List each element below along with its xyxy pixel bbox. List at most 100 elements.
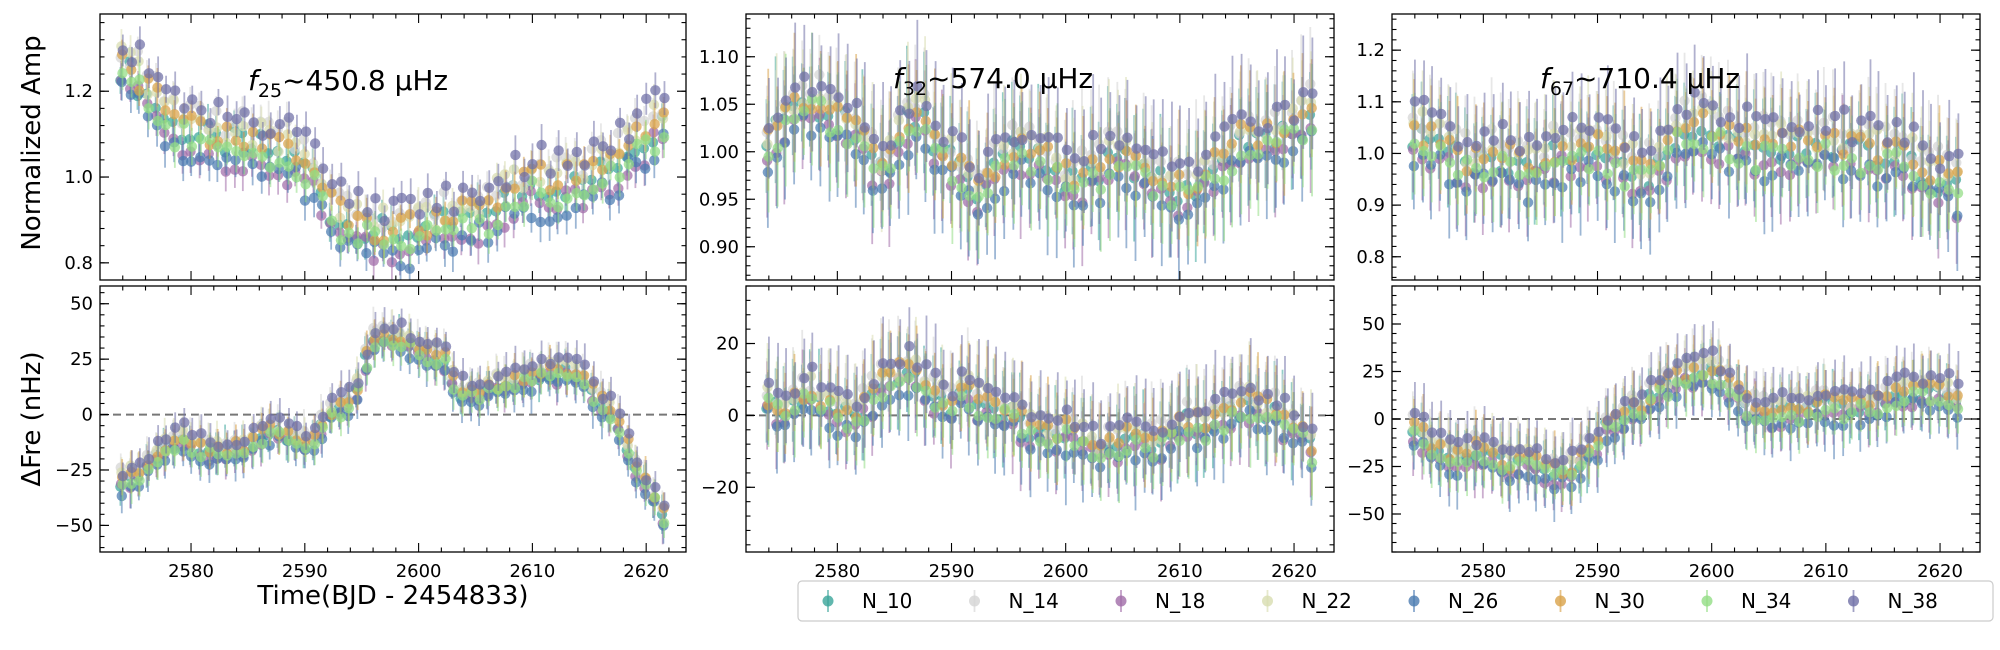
data-point xyxy=(466,380,478,392)
data-point xyxy=(631,108,643,119)
data-point xyxy=(160,119,171,131)
data-point xyxy=(553,145,564,156)
data-point xyxy=(1602,168,1613,179)
series-N_34 xyxy=(117,321,670,538)
data-point xyxy=(597,141,609,152)
data-point xyxy=(205,437,216,448)
data-point xyxy=(493,176,504,187)
data-point xyxy=(213,96,224,108)
data-point xyxy=(1445,121,1456,132)
data-point xyxy=(308,192,320,204)
data-point xyxy=(851,97,863,109)
data-point xyxy=(353,185,364,197)
data-point xyxy=(1768,112,1779,123)
y-tick-label: −25 xyxy=(55,460,93,481)
data-point xyxy=(291,438,302,449)
data-point xyxy=(519,364,530,375)
data-point xyxy=(274,118,286,130)
data-point xyxy=(571,146,583,158)
data-point xyxy=(1227,113,1238,125)
data-points xyxy=(115,306,670,545)
ticks xyxy=(746,14,1334,280)
data-point xyxy=(186,447,198,459)
data-point xyxy=(1829,110,1841,122)
data-point xyxy=(344,198,355,210)
data-point xyxy=(545,197,556,208)
data-point xyxy=(186,110,197,121)
data-point xyxy=(1584,163,1595,175)
data-point xyxy=(1531,140,1543,151)
data-point xyxy=(1550,132,1561,144)
data-point xyxy=(614,117,626,129)
data-point xyxy=(431,225,442,236)
data-point xyxy=(422,187,433,199)
data-point xyxy=(283,435,294,446)
y-tick-label: 1.2 xyxy=(64,81,93,102)
data-point xyxy=(552,180,564,191)
data-point xyxy=(1934,163,1946,174)
y-tick-label: 1.2 xyxy=(1356,40,1385,61)
data-point xyxy=(248,117,259,128)
data-point xyxy=(169,445,181,456)
data-point xyxy=(142,89,153,100)
panel-fre-25: 2580 2590 2600 2610 2620 −50 −25 0 25 50 xyxy=(55,285,687,582)
data-point xyxy=(152,71,164,83)
data-point xyxy=(1122,132,1133,143)
data-point xyxy=(248,441,259,453)
data-point xyxy=(501,366,512,377)
data-point xyxy=(912,81,923,92)
data-point xyxy=(431,337,443,348)
y-tick-label: 1.0 xyxy=(64,167,93,188)
data-point xyxy=(1558,124,1569,136)
data-point xyxy=(143,453,155,465)
data-point xyxy=(1078,156,1090,167)
data-point xyxy=(964,162,976,173)
data-point xyxy=(1655,125,1666,136)
data-point xyxy=(536,187,547,198)
series-N_38 xyxy=(763,19,1318,232)
data-point xyxy=(283,112,295,123)
data-point xyxy=(534,176,546,188)
data-point xyxy=(395,260,406,272)
panel-amp-67: 0.8 0.9 1.0 1.1 1.2 f67~710.4 μHz xyxy=(1356,13,1981,281)
data-point xyxy=(1584,125,1595,137)
data-point xyxy=(169,142,181,153)
data-point xyxy=(152,435,164,447)
data-point xyxy=(1462,136,1473,148)
data-point xyxy=(799,71,810,82)
data-point xyxy=(1873,120,1884,131)
y-tick-label: 1.00 xyxy=(699,142,739,163)
data-point xyxy=(1820,125,1832,137)
data-point xyxy=(1307,88,1318,99)
data-point xyxy=(859,122,871,133)
data-point xyxy=(1602,114,1614,125)
data-point xyxy=(213,441,224,453)
data-point xyxy=(404,263,415,274)
data-point xyxy=(579,190,590,201)
data-point xyxy=(309,422,321,434)
series-N_38 xyxy=(117,26,670,237)
data-point xyxy=(405,193,416,205)
data-point xyxy=(396,317,407,328)
data-point xyxy=(196,428,207,439)
data-point xyxy=(1017,134,1028,146)
data-point xyxy=(526,212,537,224)
data-point xyxy=(536,139,547,151)
data-point xyxy=(361,247,372,259)
data-point xyxy=(317,411,329,423)
data-point xyxy=(1245,116,1256,127)
data-point xyxy=(309,138,321,149)
data-point xyxy=(789,82,801,93)
data-point xyxy=(195,152,206,163)
data-point xyxy=(641,93,652,104)
x-tick-label: 2600 xyxy=(396,561,442,582)
data-point xyxy=(143,103,154,114)
data-point xyxy=(1253,126,1264,137)
data-point xyxy=(1236,109,1247,120)
data-point xyxy=(421,201,432,213)
data-point xyxy=(1121,445,1133,456)
data-point xyxy=(1193,166,1204,177)
data-point xyxy=(1839,104,1850,115)
